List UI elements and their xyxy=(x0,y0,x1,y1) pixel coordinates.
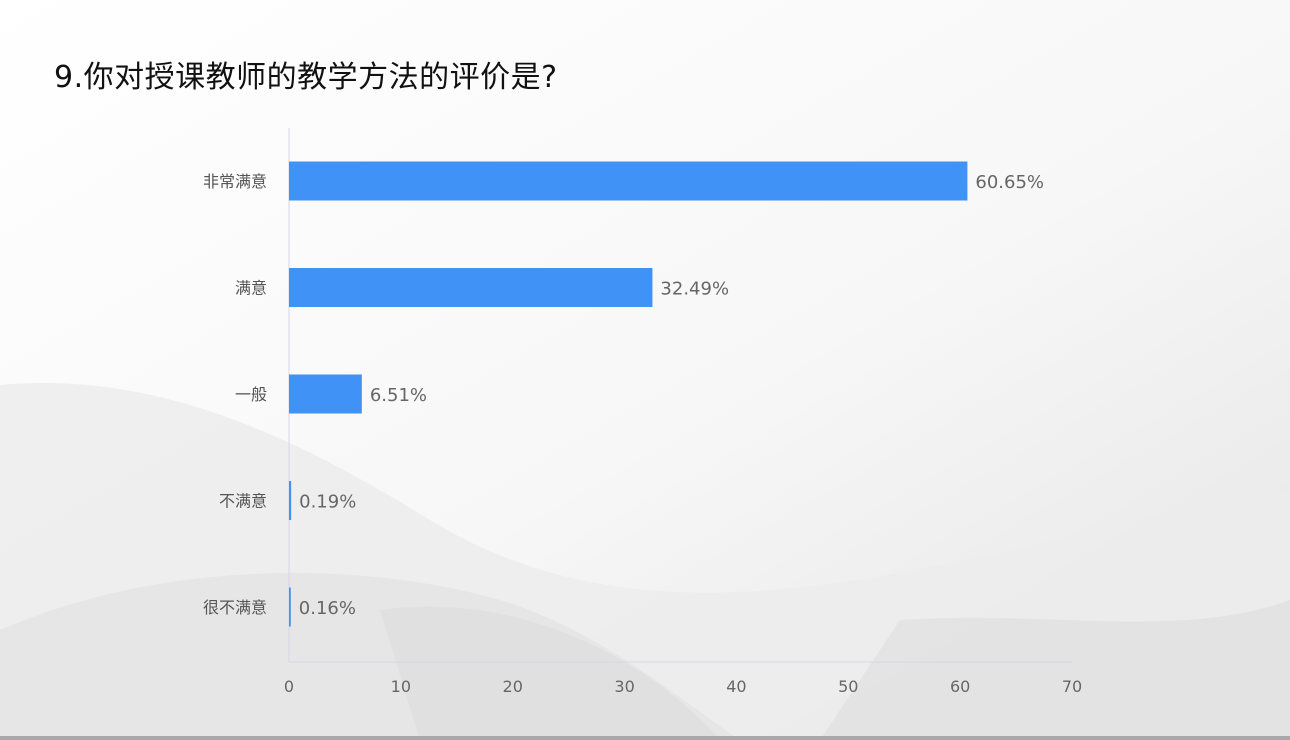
x-tick-label: 50 xyxy=(838,677,858,696)
x-tick-label: 40 xyxy=(726,677,746,696)
bar xyxy=(289,374,362,414)
page-title: 9.你对授课教师的教学方法的评价是? xyxy=(54,60,558,95)
x-tick-label: 0 xyxy=(284,677,294,696)
data-label: 0.16% xyxy=(299,598,356,619)
bar xyxy=(289,587,291,627)
category-label: 满意 xyxy=(235,279,267,298)
x-tick-label: 60 xyxy=(950,677,970,696)
data-label: 6.51% xyxy=(370,385,427,406)
category-label: 非常满意 xyxy=(203,172,267,191)
bottom-divider xyxy=(0,736,1290,740)
data-label: 60.65% xyxy=(975,172,1044,193)
x-tick-label: 20 xyxy=(503,677,523,696)
x-tick-label: 10 xyxy=(391,677,411,696)
x-tick-label: 70 xyxy=(1062,677,1082,696)
bar xyxy=(289,481,292,520)
category-label: 一般 xyxy=(235,385,267,404)
category-label: 不满意 xyxy=(219,492,267,511)
x-tick-label: 30 xyxy=(614,677,634,696)
bar xyxy=(289,268,653,307)
category-label: 很不满意 xyxy=(203,598,267,617)
data-label: 0.19% xyxy=(299,492,356,513)
data-label: 32.49% xyxy=(660,279,729,300)
bar xyxy=(289,161,968,201)
